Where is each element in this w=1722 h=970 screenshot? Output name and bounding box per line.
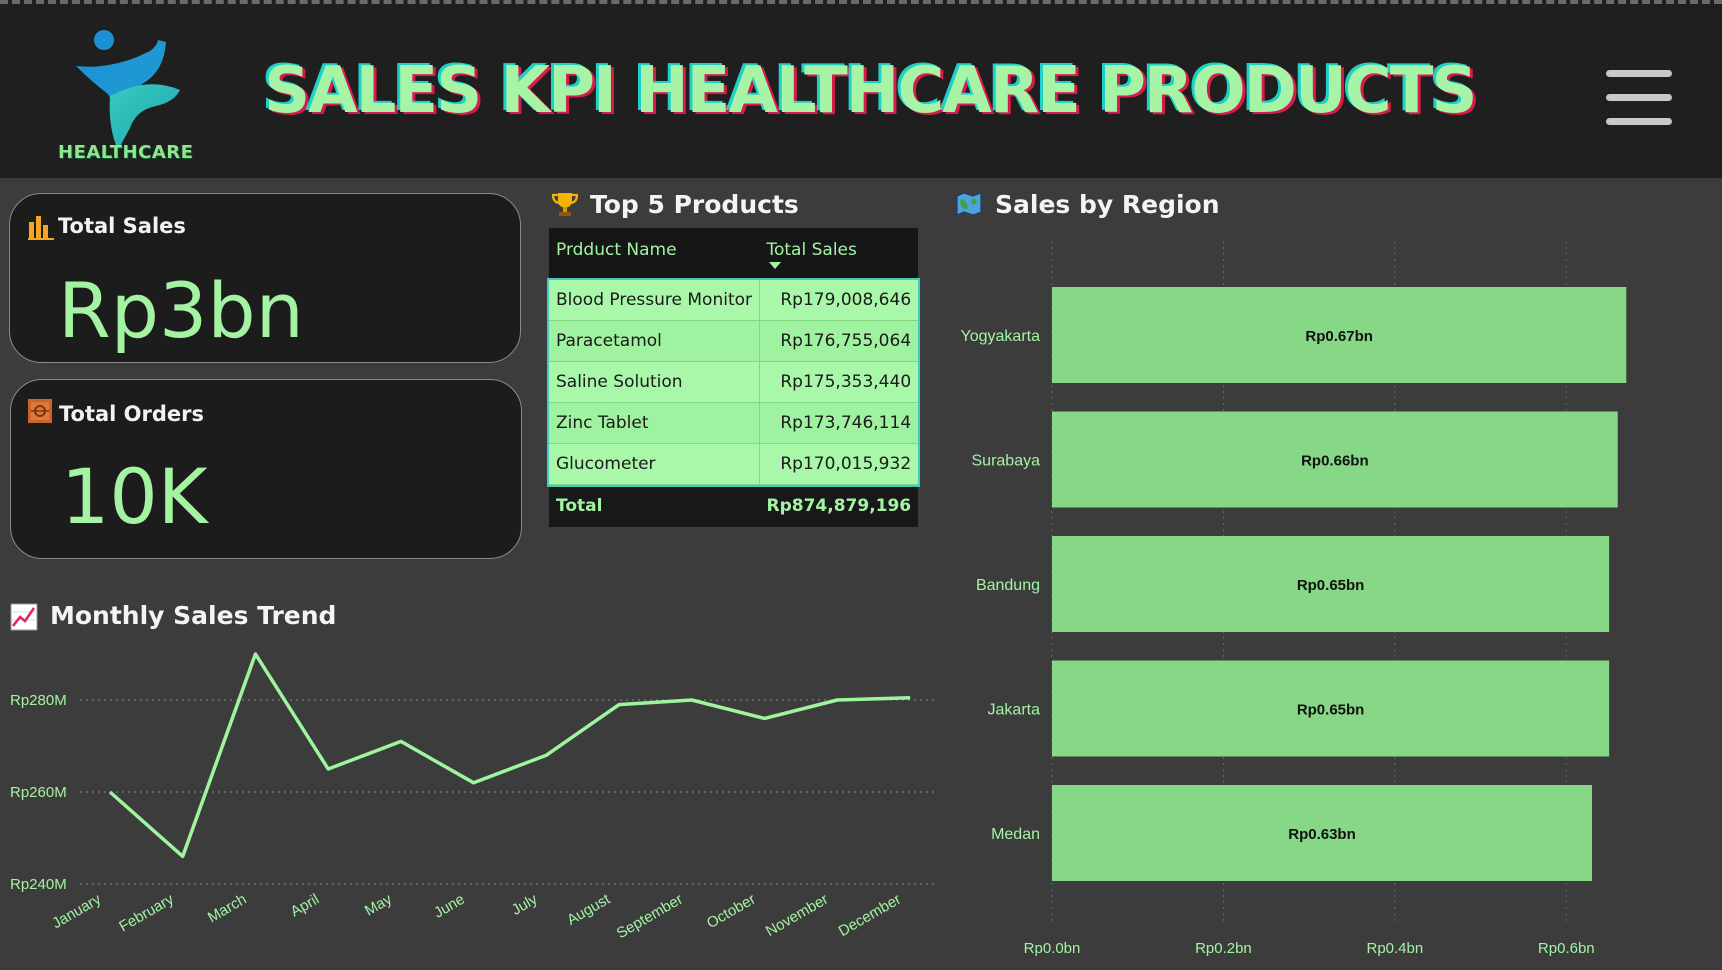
total-sales-card: Total Sales Rp3bn bbox=[9, 193, 521, 363]
data-point bbox=[254, 653, 256, 655]
table-row[interactable]: Zinc Tablet Rp173,746,114 bbox=[549, 402, 919, 444]
table-row[interactable]: Blood Pressure Monitor Rp179,008,646 bbox=[549, 280, 919, 321]
product-sales-cell: Rp175,353,440 bbox=[759, 361, 919, 403]
package-icon bbox=[28, 399, 52, 423]
product-sales-cell: Rp179,008,646 bbox=[759, 280, 919, 321]
column-header-product-name[interactable]: Prdduct Name bbox=[549, 228, 760, 280]
data-label: Rp0.65bn bbox=[1297, 702, 1365, 719]
x-tick-label: December bbox=[836, 891, 904, 940]
sales-by-region-bar-chart: Rp0.0bn Rp0.2bn Rp0.4bn Rp0.6bn Rp0.67bn Yogy… bbox=[961, 241, 1627, 957]
data-label: Rp0.66bn bbox=[1301, 453, 1369, 470]
table-row[interactable]: Glucometer Rp170,015,932 bbox=[549, 443, 919, 485]
y-tick-label: Rp280M bbox=[10, 692, 67, 709]
x-tick-label: January bbox=[49, 890, 104, 932]
total-label: Total bbox=[549, 484, 760, 527]
monthly-sales-line-chart: Rp240M Rp260M Rp280M January February March Ap… bbox=[10, 652, 935, 942]
data-point bbox=[836, 699, 838, 701]
region-bar bbox=[1052, 287, 1627, 383]
region-bar bbox=[1052, 785, 1592, 881]
trophy-icon bbox=[551, 193, 579, 216]
data-point bbox=[618, 704, 620, 706]
y-tick-label: Medan bbox=[991, 826, 1040, 843]
data-label: Rp0.67bn bbox=[1305, 328, 1373, 345]
x-tick-label: August bbox=[564, 890, 614, 928]
data-point bbox=[327, 768, 329, 770]
total-value: Rp874,879,196 bbox=[759, 484, 919, 527]
x-tick-label: October bbox=[704, 891, 759, 932]
x-tick-label: March bbox=[205, 891, 250, 927]
column-header-total-sales-label: Total Sales bbox=[766, 240, 857, 260]
column-header-total-sales[interactable]: Total Sales bbox=[759, 228, 919, 280]
data-point bbox=[764, 717, 766, 719]
top-products-table: Prdduct Name Total Sales Blood Pressure … bbox=[546, 228, 921, 527]
map-icon bbox=[956, 192, 982, 216]
data-label: Rp0.65bn bbox=[1297, 577, 1365, 594]
data-point bbox=[545, 754, 547, 756]
data-point bbox=[473, 782, 475, 784]
product-name-cell: Glucometer bbox=[549, 443, 760, 485]
data-label: Rp0.63bn bbox=[1288, 826, 1356, 843]
region-bar bbox=[1052, 660, 1610, 757]
total-sales-value: Rp3bn bbox=[58, 266, 304, 355]
y-tick-label: Jakarta bbox=[988, 702, 1041, 719]
region-title: Sales by Region bbox=[995, 190, 1220, 219]
data-point bbox=[109, 791, 111, 793]
x-tick-label: June bbox=[431, 891, 468, 922]
region-bar bbox=[1052, 536, 1610, 632]
x-tick-label: Rp0.4bn bbox=[1366, 940, 1423, 957]
y-tick-label: Rp240M bbox=[10, 876, 67, 893]
y-tick-label: Rp260M bbox=[10, 784, 67, 801]
total-orders-card: Total Orders 10K bbox=[10, 379, 522, 559]
y-tick-label: Surabaya bbox=[972, 453, 1041, 470]
monthly-trend-title: Monthly Sales Trend bbox=[50, 601, 337, 630]
data-point bbox=[909, 697, 911, 699]
total-sales-label: Total Sales bbox=[58, 214, 186, 238]
table-row[interactable]: Paracetamol Rp176,755,064 bbox=[549, 320, 919, 362]
healthcare-logo-icon bbox=[76, 30, 180, 150]
x-tick-label: September bbox=[614, 891, 686, 942]
product-name-cell: Blood Pressure Monitor bbox=[549, 280, 760, 321]
x-tick-label: Rp0.0bn bbox=[1024, 940, 1081, 957]
page-title: SALES KPI HEALTHCARE PRODUCTS bbox=[264, 54, 1477, 128]
table-row[interactable]: Saline Solution Rp175,353,440 bbox=[549, 361, 919, 403]
y-tick-label: Yogyakarta bbox=[961, 328, 1041, 345]
x-tick-label: July bbox=[509, 890, 541, 918]
product-name-cell: Zinc Tablet bbox=[549, 402, 760, 444]
x-tick-label: November bbox=[763, 891, 831, 940]
x-tick-label: Rp0.2bn bbox=[1195, 940, 1252, 957]
header-bar: HEALTHCARE SALES KPI HEALTHCARE PRODUCTS bbox=[0, 0, 1722, 178]
product-sales-cell: Rp170,015,932 bbox=[759, 443, 919, 485]
bar-chart-icon bbox=[28, 216, 54, 240]
data-point bbox=[182, 855, 184, 857]
product-sales-cell: Rp173,746,114 bbox=[759, 402, 919, 444]
hamburger-menu-icon[interactable] bbox=[1606, 70, 1674, 126]
x-tick-label: May bbox=[362, 890, 395, 919]
y-tick-label: Bandung bbox=[976, 577, 1040, 594]
x-tick-label: April bbox=[288, 891, 322, 921]
series-line bbox=[108, 652, 911, 859]
logo-text: HEALTHCARE bbox=[58, 142, 194, 163]
top-products-title: Top 5 Products bbox=[590, 190, 799, 219]
product-name-cell: Saline Solution bbox=[549, 361, 760, 403]
sort-descending-icon bbox=[768, 262, 781, 269]
data-point bbox=[691, 699, 693, 701]
trend-chart-icon bbox=[10, 603, 38, 631]
total-orders-label: Total Orders bbox=[59, 402, 205, 426]
total-orders-value: 10K bbox=[61, 452, 208, 541]
x-tick-label: February bbox=[116, 890, 177, 935]
data-point bbox=[400, 740, 402, 742]
product-sales-cell: Rp176,755,064 bbox=[759, 320, 919, 362]
product-name-cell: Paracetamol bbox=[549, 320, 760, 362]
x-tick-label: Rp0.6bn bbox=[1538, 940, 1595, 957]
region-bar bbox=[1052, 411, 1618, 508]
